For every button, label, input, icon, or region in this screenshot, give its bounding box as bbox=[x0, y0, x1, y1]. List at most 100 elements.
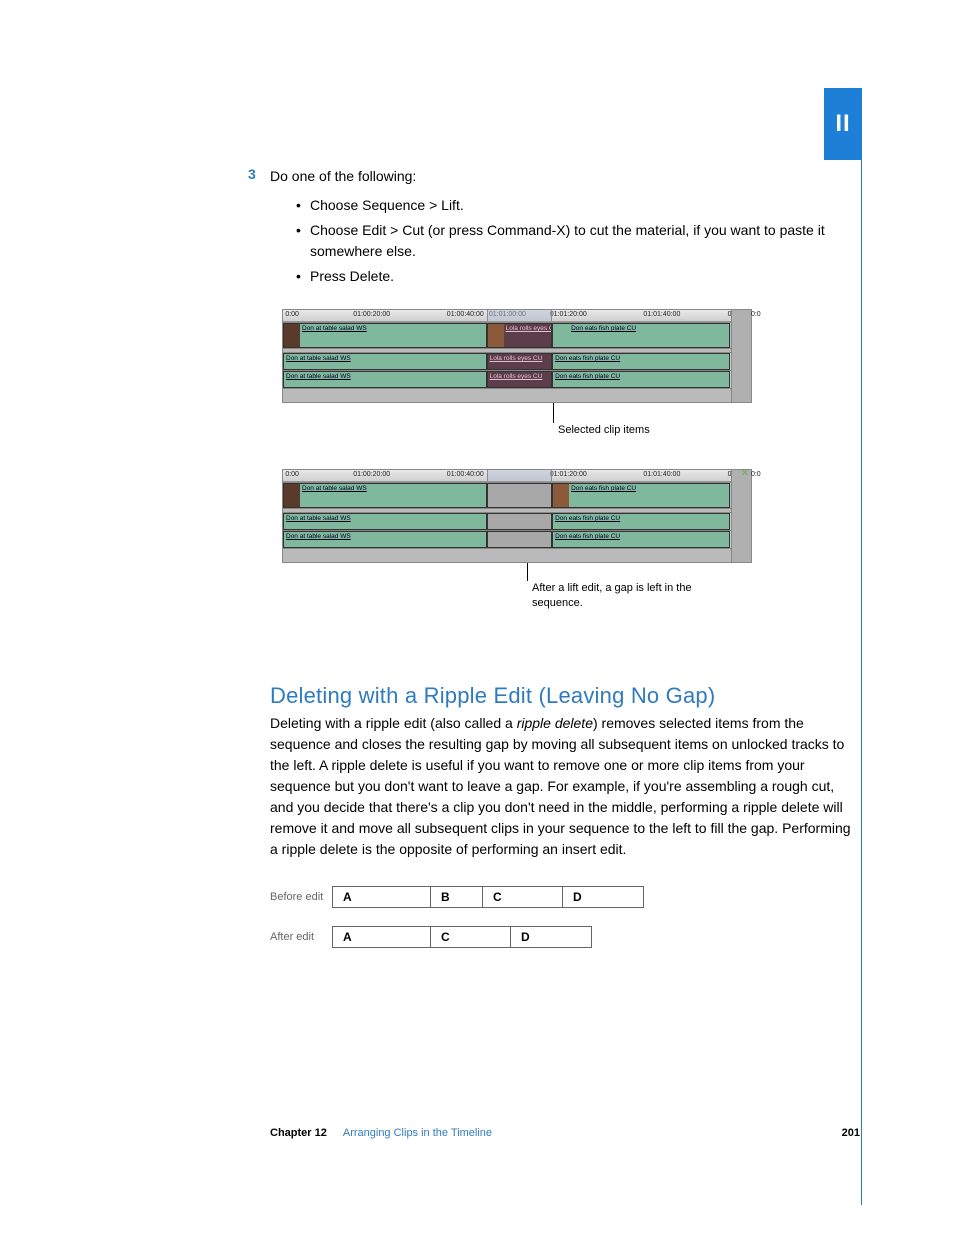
clip[interactable]: Don at table salad WS bbox=[283, 513, 487, 530]
clip[interactable]: Lola rolls eyes CU bbox=[487, 353, 553, 370]
end-strip: ✕ bbox=[731, 470, 751, 562]
clip[interactable]: Don eats fish plate CU bbox=[552, 513, 730, 530]
playhead-region bbox=[487, 470, 553, 481]
clip-label: Don at table salad WS bbox=[286, 373, 351, 380]
audio-track-1: Don at table salad WS Lola rolls eyes CU D… bbox=[283, 352, 751, 370]
clip[interactable]: Don eats fish plate CU bbox=[552, 323, 730, 348]
video-track: Don at table salad WS Lola rolls eyes CU D… bbox=[283, 322, 751, 348]
clip-thumbnail bbox=[553, 484, 569, 507]
audio-track-1: Don at table salad WS Don eats fish plate… bbox=[283, 512, 751, 530]
timecode-label: 01:01:20:00 bbox=[550, 311, 587, 318]
clip-label: Don at table salad WS bbox=[286, 515, 351, 522]
diagram-label-after: After edit bbox=[270, 931, 332, 943]
diagram-track-before: ABCD bbox=[332, 886, 644, 908]
timecode-label: 01:00:40:00 bbox=[447, 471, 484, 478]
clip[interactable]: Don at table salad WS bbox=[283, 371, 487, 388]
clip-thumbnail bbox=[284, 484, 300, 507]
body-paragraph: Deleting with a ripple edit (also called… bbox=[270, 713, 860, 860]
clip-label: Don eats fish plate CU bbox=[555, 515, 620, 522]
clip-label: Don eats fish plate CU bbox=[571, 325, 636, 332]
clip-label: Don at table salad WS bbox=[286, 533, 351, 540]
timecode-label: 01:01:40:00 bbox=[643, 471, 680, 478]
clip[interactable] bbox=[487, 483, 553, 508]
timeline-ruler: 0:00 01:00:20:00 01:00:40:00 01:01:20:00 01:… bbox=[283, 470, 751, 482]
side-rule bbox=[861, 88, 862, 1205]
track-gutter bbox=[283, 388, 751, 402]
clip-label: Don eats fish plate CU bbox=[555, 355, 620, 362]
diagram-segment: C bbox=[431, 927, 511, 947]
clip-label: Don at table salad WS bbox=[302, 325, 367, 332]
clip[interactable]: Don eats fish plate CU bbox=[552, 371, 730, 388]
page-content: 3 Do one of the following: •Choose Seque… bbox=[270, 166, 860, 966]
body-emphasis: ripple delete bbox=[517, 715, 593, 731]
clip-label: Lola rolls eyes CU bbox=[490, 373, 543, 380]
timecode-label: 01:01:40:00 bbox=[643, 311, 680, 318]
bullet-text: Choose Edit > Cut (or press Command-X) t… bbox=[310, 220, 860, 262]
body-text: ) removes selected items from the sequen… bbox=[270, 715, 851, 857]
timecode-label: 01:00:20:00 bbox=[353, 311, 390, 318]
close-icon: ✕ bbox=[741, 468, 749, 479]
diagram-label-before: Before edit bbox=[270, 891, 332, 903]
step-lead: Do one of the following: bbox=[270, 166, 860, 187]
clip[interactable]: Lola rolls eyes CU bbox=[487, 323, 553, 348]
bullet-text: Press Delete. bbox=[310, 266, 860, 287]
clip[interactable]: Don at table salad WS bbox=[283, 323, 487, 348]
clip-label: Lola rolls eyes CU bbox=[506, 325, 553, 332]
timeline-ruler: 0:0001:00:20:0001:00:40:0001:01:00:0001:… bbox=[283, 310, 751, 322]
clip-label: Don at table salad WS bbox=[286, 355, 351, 362]
callout-line bbox=[553, 403, 554, 423]
footer-page-number: 201 bbox=[842, 1127, 860, 1139]
body-text: Deleting with a ripple edit (also called… bbox=[270, 715, 517, 731]
footer-title: Arranging Clips in the Timeline bbox=[343, 1127, 492, 1139]
callout-text: Selected clip items bbox=[558, 423, 650, 438]
clip[interactable]: Don eats fish plate CU bbox=[552, 483, 730, 508]
clip[interactable]: Don eats fish plate CU bbox=[552, 353, 730, 370]
bullet-text: Choose Sequence > Lift. bbox=[310, 195, 860, 216]
section-heading: Deleting with a Ripple Edit (Leaving No … bbox=[270, 683, 860, 709]
clip-label: Lola rolls eyes CU bbox=[490, 355, 543, 362]
diagram-segment: D bbox=[511, 927, 591, 947]
clip-label: Don at table salad WS bbox=[302, 485, 367, 492]
diagram-segment: B bbox=[431, 887, 483, 907]
timecode-label: 01:01:20:00 bbox=[550, 471, 587, 478]
bullet-dot: • bbox=[296, 266, 310, 287]
clip[interactable]: Lola rolls eyes CU bbox=[487, 371, 553, 388]
timecode-label: 01:00:40:00 bbox=[447, 311, 484, 318]
diagram-segment: A bbox=[333, 887, 431, 907]
timecode-label: 01:00:20:00 bbox=[353, 471, 390, 478]
footer-chapter: Chapter 12 bbox=[270, 1127, 327, 1139]
diagram-track-after: ACD bbox=[332, 926, 592, 948]
section-tab: II bbox=[824, 88, 862, 160]
timeline-after: 0:00 01:00:20:00 01:00:40:00 01:01:20:00 01:… bbox=[282, 469, 752, 563]
diagram-segment: A bbox=[333, 927, 431, 947]
clip[interactable]: Don at table salad WS bbox=[283, 353, 487, 370]
clip-label: Don eats fish plate CU bbox=[571, 485, 636, 492]
audio-track-2: ▾▾Don at table salad WSDon eats fish pla… bbox=[283, 530, 751, 548]
callout-line bbox=[527, 563, 528, 581]
clip[interactable] bbox=[487, 513, 553, 530]
clip[interactable] bbox=[487, 531, 553, 548]
track-gutter bbox=[283, 548, 751, 562]
clip[interactable]: Don at table salad WS bbox=[283, 483, 487, 508]
clip[interactable]: Don eats fish plate CU bbox=[552, 531, 730, 548]
diagram-segment: C bbox=[483, 887, 563, 907]
clip-thumbnail bbox=[284, 324, 300, 347]
step-number: 3 bbox=[248, 166, 256, 182]
timecode-label: 0:00 bbox=[285, 311, 299, 318]
ripple-diagram: Before edit ABCD After edit ACD bbox=[270, 886, 860, 948]
clip-thumbnail bbox=[488, 324, 504, 347]
playhead-region bbox=[487, 310, 553, 321]
clip-label: Don eats fish plate CU bbox=[555, 373, 620, 380]
page-footer: Chapter 12 Arranging Clips in the Timeli… bbox=[270, 1127, 870, 1139]
timeline-before: 0:0001:00:20:0001:00:40:0001:01:00:0001:… bbox=[282, 309, 752, 403]
clip-label: Don eats fish plate CU bbox=[555, 533, 620, 540]
callout-text: After a lift edit, a gap is left in the … bbox=[532, 581, 692, 611]
video-track: Don at table salad WS Don eats fish plate… bbox=[283, 482, 751, 508]
bullet-dot: • bbox=[296, 195, 310, 216]
audio-track-2: ▾▾Don at table salad WSLola rolls eyes C… bbox=[283, 370, 751, 388]
timecode-label: 0:00 bbox=[285, 471, 299, 478]
end-strip bbox=[731, 310, 751, 402]
bullet-dot: • bbox=[296, 220, 310, 262]
clip[interactable]: Don at table salad WS bbox=[283, 531, 487, 548]
diagram-segment: D bbox=[563, 887, 643, 907]
